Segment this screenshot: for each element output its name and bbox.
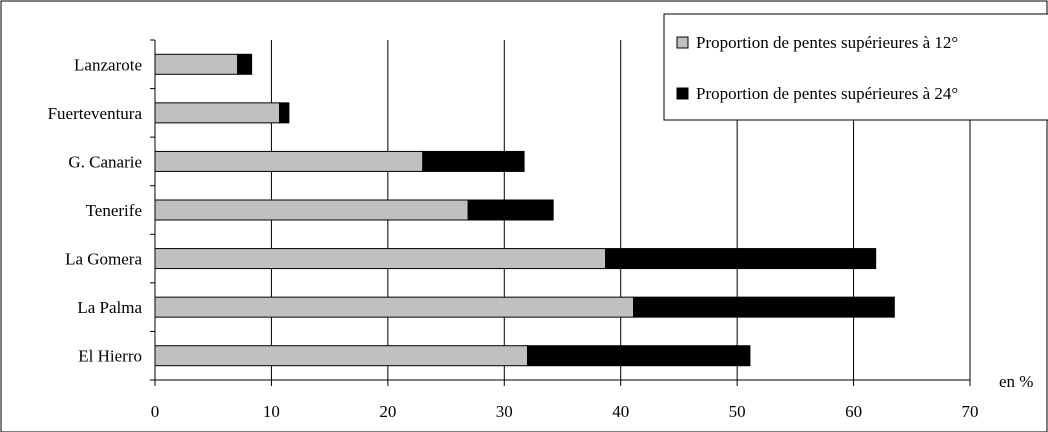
x-tick-label-0: 0 <box>151 402 160 421</box>
axes: 0 10 20 30 40 50 60 70 Lanzarote Fuerteventura G. … <box>48 39 979 421</box>
bar-tenerife-series-2 <box>467 199 554 221</box>
x-unit-label: en % <box>999 372 1033 391</box>
bar-la-palma-series-1 <box>154 296 635 318</box>
bar-g-canarie-series-1 <box>154 150 424 172</box>
x-tick-label-10: 10 <box>263 402 280 421</box>
category-label-la-gomera: La Gomera <box>65 250 142 269</box>
category-label-fuerteventura: Fuerteventura <box>48 104 143 123</box>
x-tick-label-50: 50 <box>729 402 746 421</box>
category-label-la-palma: La Palma <box>77 298 142 317</box>
legend-label-12: Proportion de pentes supérieures à 12° <box>696 33 958 52</box>
legend: Proportion de pentes supérieures à 12° P… <box>663 13 1048 121</box>
bar-la-gomera-series-1 <box>154 248 607 270</box>
legend-box <box>663 13 1048 121</box>
bar-fuerteventura-series-2 <box>279 102 290 124</box>
bar-tenerife-series-1 <box>154 199 469 221</box>
x-tick-label-70: 70 <box>962 402 979 421</box>
legend-label-24: Proportion de pentes supérieures à 24° <box>696 84 958 103</box>
legend-swatch-24 <box>676 87 689 100</box>
x-tick-label-40: 40 <box>612 402 629 421</box>
bar-el-hierro-series-2 <box>527 345 751 367</box>
bar-el-hierro-series-1 <box>154 345 529 367</box>
bar-fuerteventura-series-1 <box>154 102 281 124</box>
bar-la-gomera-series-2 <box>605 248 877 270</box>
bars <box>154 53 895 367</box>
category-label-lanzarote: Lanzarote <box>74 55 142 74</box>
legend-swatch-12 <box>676 36 689 49</box>
bar-lanzarote-series-2 <box>237 53 253 75</box>
category-label-tenerife: Tenerife <box>86 201 142 220</box>
x-tick-label-60: 60 <box>845 402 862 421</box>
bar-g-canarie-series-2 <box>422 150 525 172</box>
bar-lanzarote-series-1 <box>154 53 239 75</box>
x-tick-label-30: 30 <box>496 402 513 421</box>
bar-la-palma-series-2 <box>633 296 895 318</box>
category-label-g-canarie: G. Canarie <box>68 152 142 171</box>
category-label-el-hierro: El Hierro <box>78 347 142 366</box>
x-tick-label-20: 20 <box>379 402 396 421</box>
